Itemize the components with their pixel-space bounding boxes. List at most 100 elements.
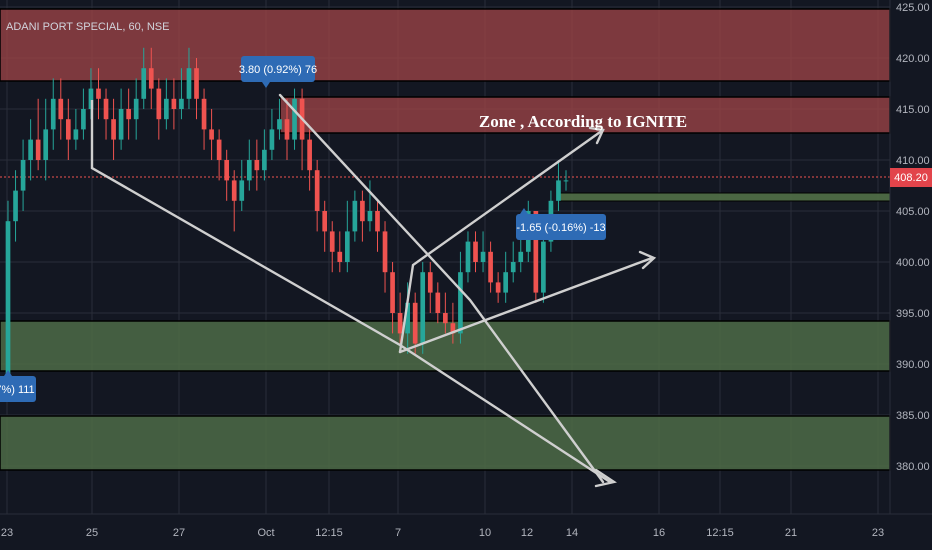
last-price-tag: 408.20	[890, 168, 932, 187]
callout-left[interactable]: 7%) 111	[0, 370, 36, 402]
candle-body	[28, 139, 33, 160]
arrowhead-4	[638, 250, 657, 270]
candle-body	[126, 109, 131, 120]
price-axis[interactable]: 425.00 420.00 415.00 410.00 405.00 400.00 395.…	[896, 2, 930, 473]
candle-body	[480, 251, 486, 262]
time-axis[interactable]: 23 25 27 Oct 12:15 7 10 12 14 16 12:15 21 23	[1, 527, 884, 539]
candle-body	[518, 251, 524, 262]
candle-body	[488, 251, 493, 283]
candle-body	[58, 98, 64, 120]
candle-body	[390, 272, 395, 313]
candle-body	[141, 68, 147, 99]
callout-mid-box	[516, 214, 606, 240]
callout-left-pointer	[4, 370, 12, 376]
candle-body	[65, 119, 71, 140]
candle-body	[450, 323, 456, 334]
trend-arrow-2	[278, 93, 605, 484]
candle-body	[194, 68, 199, 99]
supply-zone-lower	[279, 96, 891, 134]
candle-body	[111, 119, 116, 140]
trendlines	[90, 93, 657, 488]
trend-arrow-3	[398, 128, 605, 354]
candle-body	[164, 98, 169, 120]
candle-body	[541, 241, 546, 293]
y-tick-label: 405.00	[896, 206, 930, 218]
candle-body	[503, 272, 509, 293]
zone-label: Zone , According to IGNITE	[479, 112, 687, 131]
demand-zone-thin	[559, 192, 891, 202]
x-tick-label: 10	[479, 527, 491, 539]
callout-mid[interactable]: -1.65 (-0.16%) -13	[516, 208, 606, 240]
callout-left-text: 7%) 111	[0, 384, 35, 396]
y-tick-label: 410.00	[896, 155, 930, 167]
x-tick-label: 14	[566, 527, 578, 539]
candle-body	[103, 98, 109, 120]
candle-body	[156, 88, 162, 120]
arrowhead-3	[588, 126, 605, 145]
candle-body	[88, 88, 94, 109]
arrowhead-1	[594, 468, 618, 488]
candle-body	[284, 119, 290, 140]
candle-body	[269, 129, 275, 150]
candle-body	[427, 272, 433, 293]
candle-body	[5, 221, 11, 375]
x-tick-label: 7	[395, 527, 401, 539]
candle-body	[405, 302, 410, 334]
candle-body	[322, 211, 328, 232]
candle-body	[337, 251, 343, 262]
candle-body	[443, 313, 448, 324]
x-tick-label: 12:15	[315, 527, 343, 539]
candle-body	[344, 231, 350, 262]
x-tick-label: Oct	[257, 527, 274, 539]
x-tick-label: 21	[785, 527, 797, 539]
x-tick-label: 12:15	[706, 527, 734, 539]
callout-left-box	[0, 376, 36, 402]
candle-body	[81, 109, 86, 130]
candle-body	[375, 211, 380, 232]
candle-body	[465, 241, 471, 273]
callout-top-pointer	[262, 82, 270, 88]
candle-body	[495, 282, 501, 293]
candle-body	[246, 160, 252, 181]
candle-body	[148, 68, 154, 89]
supply-zone-upper	[0, 8, 891, 82]
demand-zone-lower	[0, 415, 891, 471]
y-tick-label: 390.00	[896, 359, 930, 371]
candle-body	[20, 160, 26, 191]
y-tick-label: 400.00	[896, 257, 930, 269]
candle-body	[50, 98, 56, 130]
trend-arrow-1	[90, 100, 612, 484]
candle-body	[239, 180, 245, 201]
candle-body	[179, 98, 184, 109]
y-tick-label: 415.00	[896, 104, 930, 116]
candle-body	[360, 200, 365, 222]
trend-arrow-4	[398, 256, 654, 354]
x-tick-label: 25	[86, 527, 98, 539]
candle-body	[314, 170, 320, 211]
candle-body	[118, 109, 124, 140]
candle-body	[473, 241, 478, 262]
candle-body	[186, 68, 192, 99]
candle-body	[209, 129, 214, 140]
candle-body	[43, 129, 49, 160]
callout-top[interactable]: 3.80 (0.92%) 76	[239, 56, 317, 88]
candle-body	[292, 98, 297, 140]
candle-body	[352, 200, 358, 232]
last-price-text: 408.20	[894, 172, 928, 184]
callout-mid-text: -1.65 (-0.16%) -13	[516, 222, 605, 234]
x-tick-label: 12	[521, 527, 533, 539]
candle-body	[510, 262, 516, 273]
candle-body	[96, 88, 101, 99]
y-tick-label: 425.00	[896, 2, 930, 14]
callout-top-box	[241, 56, 315, 82]
candle-body	[277, 119, 282, 130]
candle-body	[397, 313, 403, 334]
candle-body	[533, 211, 539, 293]
candle-body	[262, 149, 267, 171]
candle-body	[73, 129, 79, 140]
candle-body	[171, 98, 177, 109]
candle-body	[216, 139, 222, 160]
x-tick-label: 27	[173, 527, 185, 539]
candle-body	[563, 180, 569, 182]
